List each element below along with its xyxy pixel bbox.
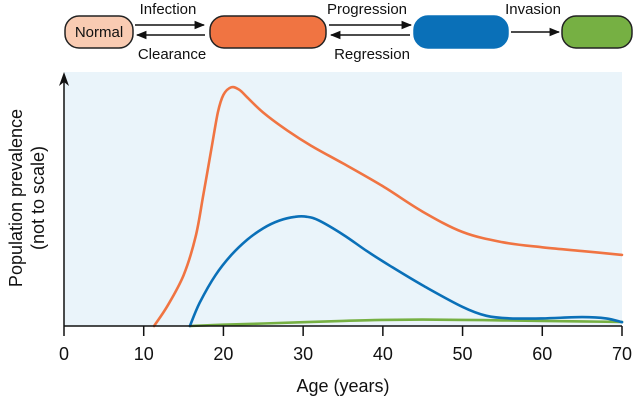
x-tick-label: 40 (373, 344, 393, 364)
x-tick-label: 0 (59, 344, 69, 364)
clearance-label: Clearance (138, 46, 206, 63)
y-axis-arrowhead (59, 72, 69, 86)
series-line-blue-state (188, 214, 624, 328)
x-tick-label: 20 (213, 344, 233, 364)
x-ticks: 0 10 20 30 40 50 60 70 (59, 326, 632, 364)
invasion-label: Invasion (505, 1, 561, 18)
state-infected (209, 15, 327, 49)
plot-background (64, 72, 622, 326)
state-diagram: Normal Infection Clearance Progression R… (64, 1, 633, 63)
state-invasive (561, 15, 633, 49)
series-layer (152, 85, 624, 328)
series-line-orange-state (152, 85, 624, 328)
state-normal-label: Normal (75, 24, 123, 41)
x-tick-label: 10 (134, 344, 154, 364)
x-tick-label: 60 (532, 344, 552, 364)
x-tick-label: 50 (453, 344, 473, 364)
state-normal (64, 15, 134, 49)
series-line-green-state (188, 318, 624, 328)
x-tick-label: 30 (293, 344, 313, 364)
y-axis-sublabel: (not to scale) (28, 146, 48, 250)
x-axis-label: Age (years) (296, 376, 389, 396)
regression-label: Regression (334, 46, 410, 63)
y-axis-label: Population prevalence (6, 109, 26, 287)
x-tick-label: 70 (612, 344, 632, 364)
progression-label: Progression (327, 1, 407, 18)
state-progressed (413, 15, 509, 49)
infection-label: Infection (140, 1, 197, 18)
